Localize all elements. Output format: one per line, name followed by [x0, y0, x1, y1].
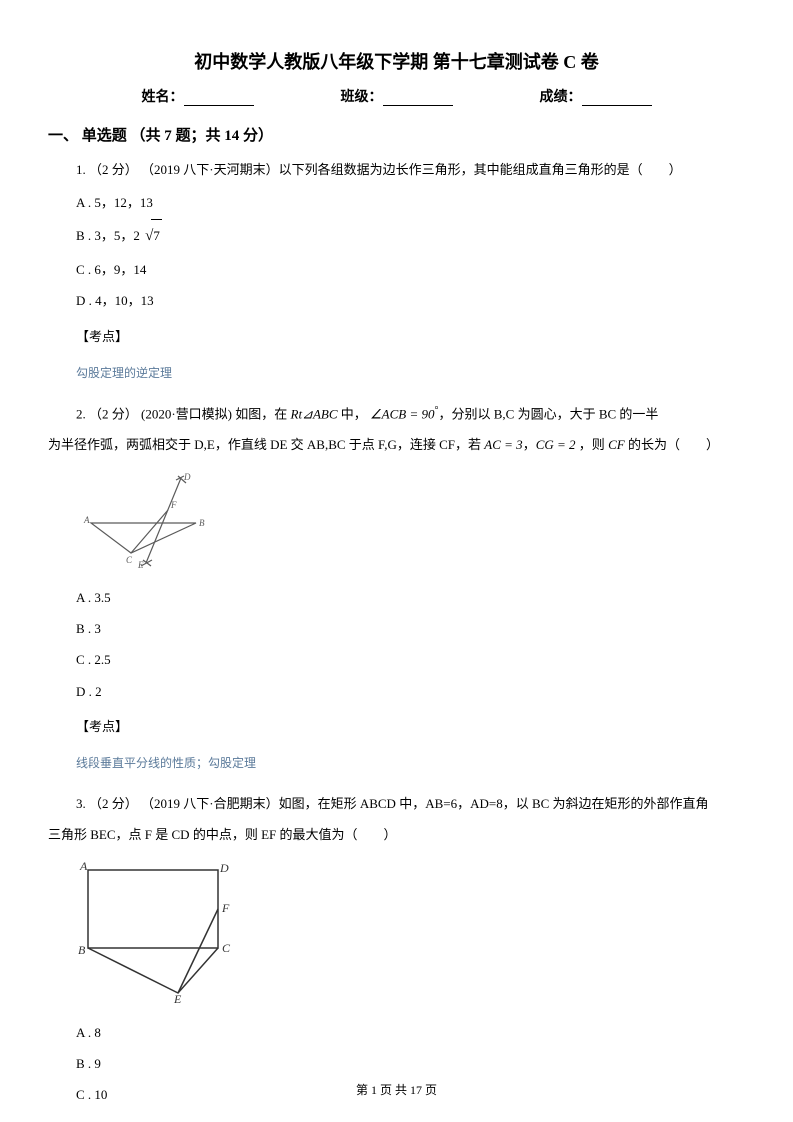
- q2-cf: CF: [608, 437, 625, 452]
- q2-kaodian-content: 线段垂直平分线的性质；勾股定理: [76, 751, 745, 775]
- svg-text:C: C: [222, 941, 231, 955]
- q2-options: A . 3.5 B . 3 C . 2.5 D . 2: [76, 582, 745, 707]
- page-footer: 第 1 页 共 17 页: [0, 1081, 793, 1098]
- q3-stem-line2: 三角形 BEC，点 F 是 CD 的中点，则 EF 的最大值为（ ）: [48, 821, 745, 850]
- name-blank[interactable]: [184, 92, 254, 106]
- score-blank[interactable]: [582, 92, 652, 106]
- q2-option-d[interactable]: D . 2: [76, 676, 745, 707]
- q2-option-b[interactable]: B . 3: [76, 613, 745, 644]
- question-2: 2. （2 分） (2020·营口模拟) 如图，在 Rt⊿ABC 中， ∠ACB…: [76, 401, 745, 427]
- q2-angle: ∠ACB = 90: [370, 406, 434, 421]
- q1-stem: 1. （2 分） （2019 八下·天河期末）以下列各组数据为边长作三角形，其中…: [76, 157, 745, 183]
- class-blank[interactable]: [383, 92, 453, 106]
- svg-text:B: B: [78, 943, 86, 957]
- svg-text:A: A: [79, 859, 88, 873]
- q3-option-b[interactable]: B . 9: [76, 1048, 745, 1079]
- q2-stem-part1: 2. （2 分） (2020·营口模拟) 如图，在: [76, 406, 291, 421]
- q2-stem-part2: 中，: [338, 406, 371, 421]
- question-3: 3. （2 分） （2019 八下·合肥期末）如图，在矩形 ABCD 中，AB=…: [76, 791, 745, 817]
- section-1-header: 一、 单选题 （共 7 题；共 14 分）: [48, 124, 745, 145]
- q2-rt: Rt⊿ABC: [291, 406, 338, 421]
- score-label: 成绩：: [540, 90, 582, 105]
- student-info-line: 姓名： 班级： 成绩：: [48, 86, 745, 106]
- q3-figure: A D B C F E: [68, 858, 745, 1007]
- q2-line2-c: 的长为（ ）: [625, 437, 719, 452]
- q1-option-d[interactable]: D . 4，10，13: [76, 285, 745, 316]
- q1-option-b[interactable]: B . 3，5，2 √7: [76, 218, 745, 254]
- q2-line2-a: 为半径作弧，两弧相交于 D,E，作直线 DE 交 AB,BC 于点 F,G，连接…: [48, 437, 484, 452]
- q3-option-a[interactable]: A . 8: [76, 1017, 745, 1048]
- svg-text:B: B: [199, 518, 205, 528]
- q1-option-a[interactable]: A . 5，12，13: [76, 187, 745, 218]
- q1-option-c[interactable]: C . 6，9，14: [76, 254, 745, 285]
- svg-text:C: C: [126, 555, 133, 565]
- q2-cg: CG = 2: [536, 437, 576, 452]
- svg-text:F: F: [221, 901, 230, 915]
- class-label: 班级：: [341, 90, 383, 105]
- svg-text:E: E: [173, 992, 182, 1003]
- q1-kaodian-label: 【考点】: [76, 323, 745, 352]
- svg-text:A: A: [83, 515, 90, 525]
- q2-stem-line1: 2. （2 分） (2020·营口模拟) 如图，在 Rt⊿ABC 中， ∠ACB…: [76, 401, 745, 427]
- question-1: 1. （2 分） （2019 八下·天河期末）以下列各组数据为边长作三角形，其中…: [76, 157, 745, 183]
- exam-title: 初中数学人教版八年级下学期 第十七章测试卷 C 卷: [48, 48, 745, 74]
- q2-stem-line2: 为半径作弧，两弧相交于 D,E，作直线 DE 交 AB,BC 于点 F,G，连接…: [48, 431, 745, 460]
- q1-option-b-prefix: B . 3，5，2: [76, 228, 143, 243]
- q2-comma: ，: [523, 437, 536, 452]
- sqrt-icon: √7: [143, 218, 162, 254]
- svg-text:D: D: [183, 472, 191, 482]
- q2-stem-part3: ，分别以 B,C 为圆心，大于 BC 的一半: [439, 406, 659, 421]
- q2-option-c[interactable]: C . 2.5: [76, 644, 745, 675]
- svg-text:D: D: [219, 861, 229, 875]
- q2-kaodian-label: 【考点】: [76, 713, 745, 742]
- q1-kaodian-content: 勾股定理的逆定理: [76, 361, 745, 385]
- q2-figure: A B C D E F: [76, 468, 745, 572]
- svg-text:F: F: [170, 500, 177, 510]
- q1-options: A . 5，12，13 B . 3，5，2 √7 C . 6，9，14 D . …: [76, 187, 745, 317]
- q2-option-a[interactable]: A . 3.5: [76, 582, 745, 613]
- q2-line2-b: ，则: [576, 437, 609, 452]
- svg-text:E: E: [137, 560, 144, 568]
- name-label: 姓名：: [142, 90, 184, 105]
- q3-stem-line1: 3. （2 分） （2019 八下·合肥期末）如图，在矩形 ABCD 中，AB=…: [76, 791, 745, 817]
- q2-ac: AC = 3: [484, 437, 522, 452]
